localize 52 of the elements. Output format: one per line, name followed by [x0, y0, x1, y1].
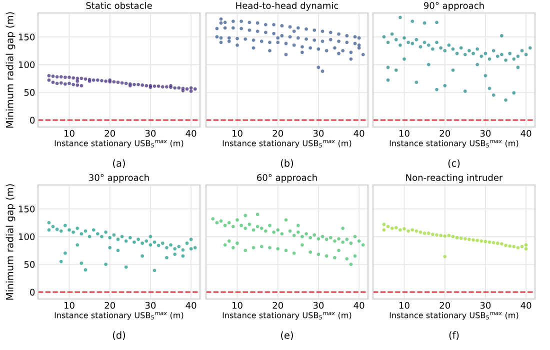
text: (d): [112, 331, 126, 340]
y-tick-label: 50: [24, 89, 35, 96]
x-tick-label: 20: [104, 302, 116, 309]
text: (a): [113, 159, 125, 168]
x-tick-label: 10: [64, 302, 74, 309]
x-tick-label: 40: [186, 302, 196, 309]
text: (f): [449, 331, 459, 340]
y-tick-label: 100: [18, 61, 35, 68]
x-tick-label: 40: [186, 130, 196, 137]
x-tick-label: 10: [232, 302, 242, 309]
x-axis-title: Instance stationary USB$_{5}$$^{max}$ (m): [222, 312, 352, 320]
x-tick-label: 20: [104, 130, 116, 137]
text: (e): [281, 331, 293, 340]
x-tick-label: 20: [272, 130, 284, 137]
x-tick-label: 30: [313, 302, 324, 309]
chart-title: 60° approach: [257, 174, 317, 183]
x-tick-label: 30: [145, 302, 156, 309]
x-axis-title: Instance stationary USB$_{5}$$^{max}$ (m): [54, 140, 184, 148]
x-tick-label: 40: [354, 130, 364, 137]
x-tick-label: 30: [480, 130, 491, 137]
text: (b): [280, 159, 294, 168]
y-axis-title: Minimum radial gap (m): [6, 184, 16, 300]
x-axis-title: Instance stationary USB$_{5}$$^{max}$ (m): [390, 140, 518, 148]
y-tick-label: 150: [18, 34, 35, 40]
chart-title: Static obstacle: [86, 2, 152, 9]
x-tick-label: 30: [480, 302, 491, 309]
y-tick-label: 100: [18, 233, 35, 240]
chart-title: 30° approach: [89, 174, 149, 183]
x-tick-label: 20: [440, 130, 450, 137]
x-tick-label: 10: [400, 302, 410, 309]
x-axis-title: Instance stationary USB$_{5}$$^{max}$ (m): [54, 312, 184, 320]
chart-title: 90° approach: [424, 2, 484, 11]
x-axis-title: Instance stationary USB$_{5}$$^{max}$ (m): [390, 312, 518, 320]
x-tick-label: 10: [232, 130, 242, 137]
text: (c): [448, 159, 460, 168]
x-tick-label: 20: [440, 302, 450, 309]
y-axis-title: Minimum radial gap (m): [6, 12, 16, 128]
y-tick-label: 50: [24, 261, 35, 268]
x-tick-label: 30: [145, 130, 156, 137]
y-tick-label: 150: [18, 206, 35, 212]
x-tick-label: 30: [313, 130, 324, 137]
x-tick-label: 20: [272, 302, 284, 309]
chart-title: Head-to-head dynamic: [236, 2, 338, 11]
x-axis-title: Instance stationary USB$_{5}$$^{max}$ (m): [222, 140, 352, 148]
x-tick-label: 10: [64, 130, 74, 137]
x-tick-label: 40: [520, 130, 532, 137]
x-tick-label: 40: [354, 302, 364, 309]
chart-title: Non-reacting intruder: [406, 174, 503, 183]
y-tick-label: 0: [30, 288, 35, 296]
y-tick-label: 0: [30, 116, 35, 124]
x-tick-label: 40: [520, 302, 532, 309]
x-tick-label: 10: [400, 130, 410, 137]
